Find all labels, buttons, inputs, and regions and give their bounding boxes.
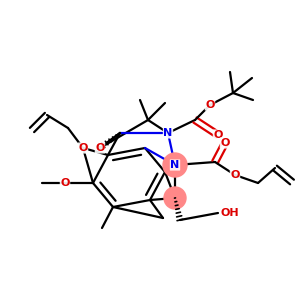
Circle shape (163, 153, 187, 177)
Text: O: O (220, 138, 230, 148)
Text: O: O (78, 143, 88, 153)
Text: O: O (60, 178, 70, 188)
Text: OH: OH (221, 208, 239, 218)
Text: O: O (230, 170, 240, 180)
Text: O: O (95, 143, 105, 153)
Circle shape (164, 187, 186, 209)
Text: O: O (205, 100, 215, 110)
Text: O: O (213, 130, 223, 140)
Text: N: N (164, 128, 172, 138)
Text: N: N (170, 160, 180, 170)
